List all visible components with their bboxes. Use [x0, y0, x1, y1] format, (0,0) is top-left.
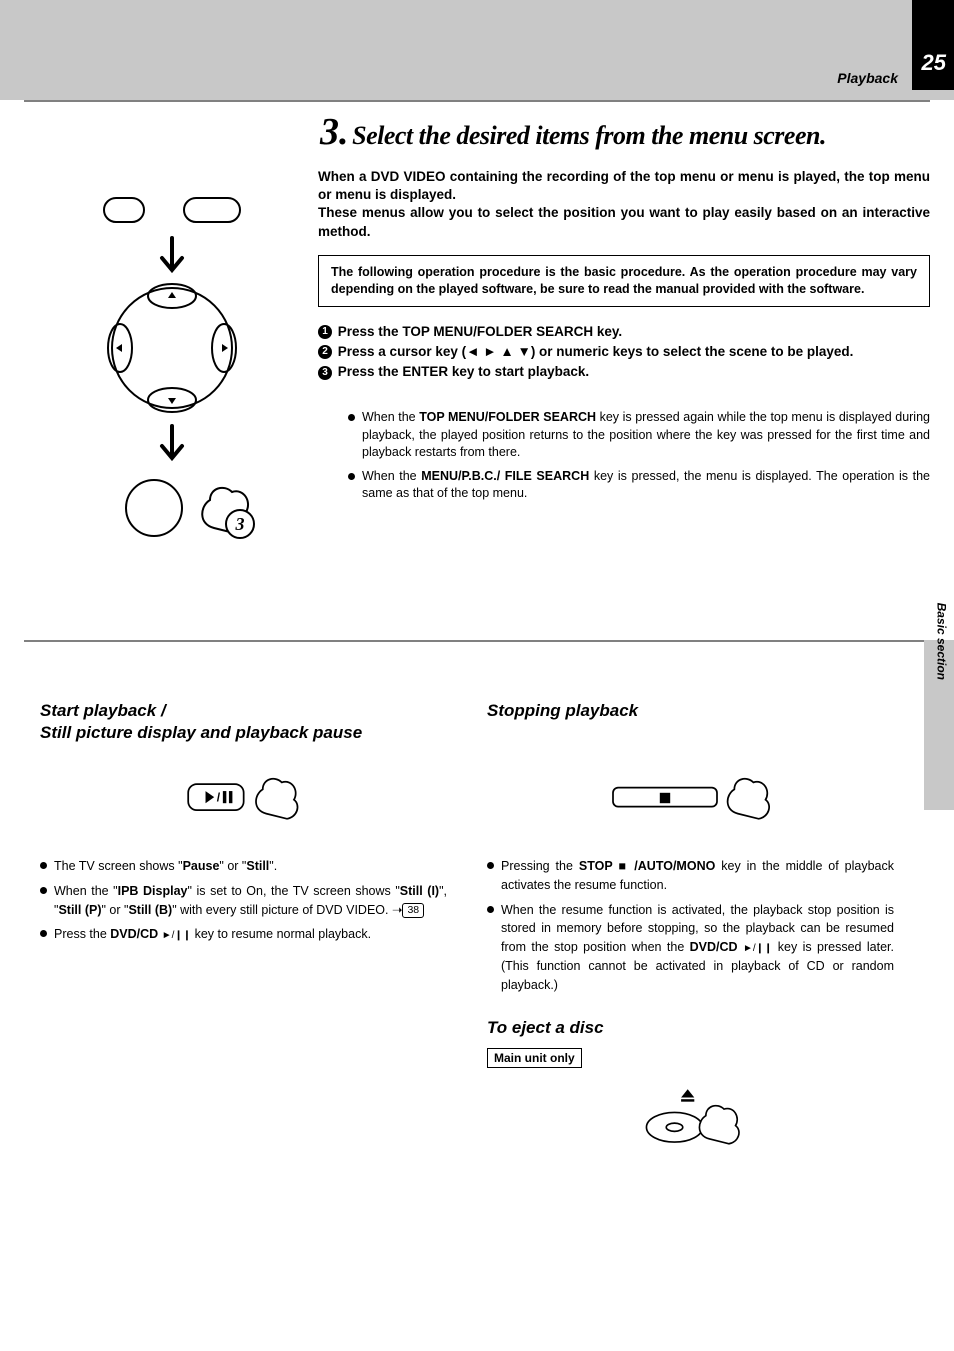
- right-bullet-2: When the resume function is activated, t…: [487, 901, 894, 995]
- remote-svg: 3: [44, 188, 274, 548]
- step-line-1: 1 Press the TOP MENU/FOLDER SEARCH key.: [318, 323, 930, 341]
- svg-text:/: /: [217, 790, 221, 804]
- right-column: Stopping playback Pressing the STOP ■ /A…: [487, 700, 894, 1155]
- header-grey-band: [0, 0, 954, 100]
- sub-bullet-list: When the TOP MENU/FOLDER SEARCH key is p…: [348, 409, 930, 503]
- step-line-2: 2 Press a cursor key (◄ ► ▲ ▼) or numeri…: [318, 343, 930, 361]
- side-tab-label: Basic section: [934, 603, 948, 680]
- circled-2: 2: [318, 345, 332, 359]
- page-number: 25: [922, 50, 946, 76]
- step-intro: When a DVD VIDEO containing the recordin…: [318, 168, 930, 241]
- sub-bullet-2: When the MENU/P.B.C./ FILE SEARCH key is…: [348, 468, 930, 503]
- step-title: Select the desired items from the menu s…: [352, 121, 826, 150]
- left-bullet-3: Press the DVD/CD ►/❙❙ key to resume norm…: [40, 925, 447, 944]
- page-ref-38: 38: [402, 903, 424, 918]
- sub-bullet-1: When the TOP MENU/FOLDER SEARCH key is p…: [348, 409, 930, 462]
- play-pause-svg: /: [157, 772, 330, 824]
- svg-text:3: 3: [235, 514, 245, 534]
- main-unit-only-badge: Main unit only: [487, 1048, 582, 1068]
- eject-illustration: [487, 1086, 894, 1155]
- right-bullets: Pressing the STOP ■ /AUTO/MONO key in th…: [487, 857, 894, 994]
- step-number: 3.: [320, 111, 349, 153]
- right-bullet-1: Pressing the STOP ■ /AUTO/MONO key in th…: [487, 857, 894, 895]
- left-bullets: The TV screen shows "Pause" or "Still". …: [40, 857, 447, 944]
- lower-columns: Start playback / Still picture display a…: [40, 700, 894, 1155]
- numbered-steps: 1 Press the TOP MENU/FOLDER SEARCH key. …: [318, 323, 930, 382]
- left-bullet-1: The TV screen shows "Pause" or "Still".: [40, 857, 447, 876]
- remote-illustration: 3: [24, 168, 294, 551]
- step-3-block: 3. Select the desired items from the men…: [24, 110, 930, 551]
- circled-3: 3: [318, 366, 332, 380]
- step-line-3: 3 Press the ENTER key to start playback.: [318, 363, 930, 381]
- section-divider: [24, 640, 930, 642]
- header-section-label: Playback: [837, 70, 898, 86]
- left-col-heading: Start playback / Still picture display a…: [40, 700, 447, 748]
- step-text-column: When a DVD VIDEO containing the recordin…: [318, 168, 930, 551]
- stop-svg: [587, 772, 795, 824]
- left-bullet-2: When the "IPB Display" is set to On, the…: [40, 882, 447, 920]
- header-rule: [24, 100, 930, 102]
- circled-1: 1: [318, 325, 332, 339]
- page-number-tab: [912, 0, 954, 90]
- right-col-heading: Stopping playback: [487, 700, 894, 748]
- play-pause-button-illustration: /: [40, 772, 447, 827]
- left-column: Start playback / Still picture display a…: [40, 700, 447, 1155]
- eject-heading: To eject a disc: [487, 1018, 894, 1038]
- procedure-note-box: The following operation procedure is the…: [318, 255, 930, 307]
- eject-svg: [625, 1086, 757, 1152]
- stop-button-illustration: [487, 772, 894, 827]
